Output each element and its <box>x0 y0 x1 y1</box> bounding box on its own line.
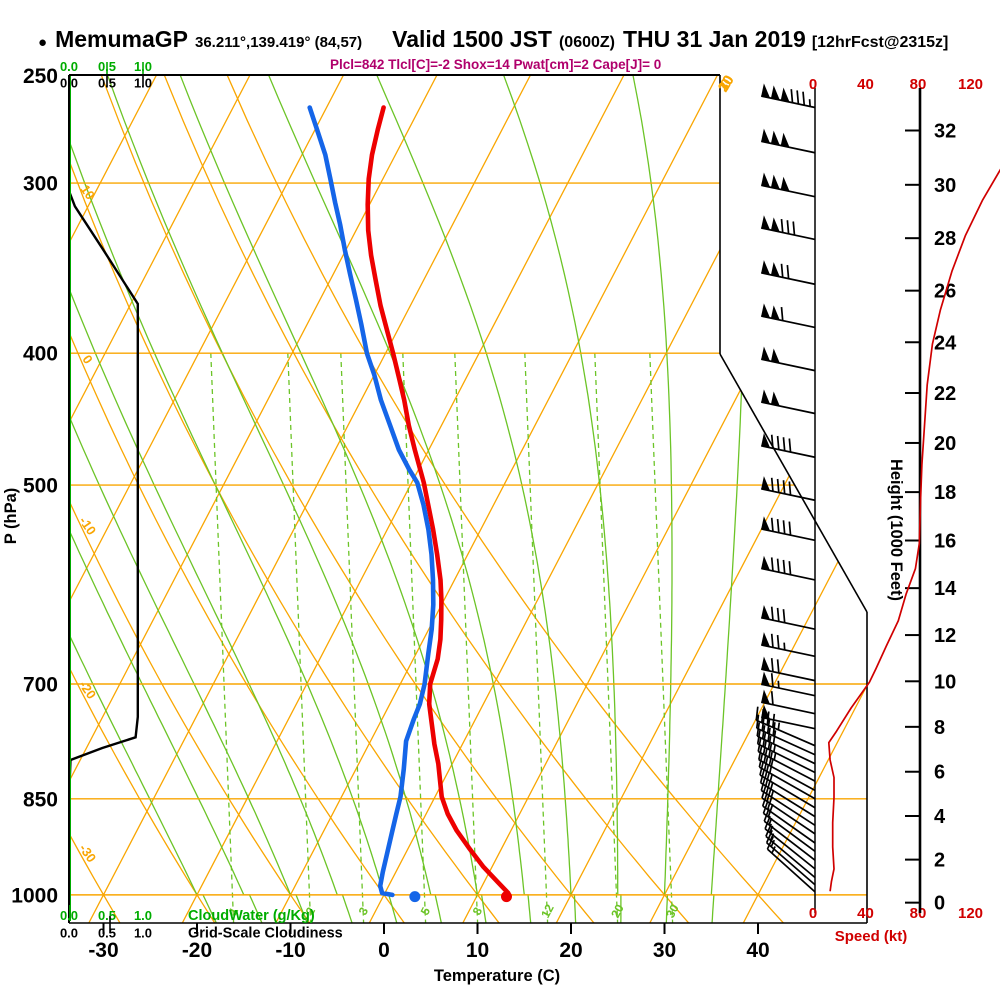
height-tick-label: 32 <box>934 121 956 143</box>
speed-tick-bottom: 120 <box>958 905 983 922</box>
speed-tick-top: 120 <box>958 76 983 93</box>
cloudiness-axis-label: Grid-Scale Cloudiness <box>188 926 343 942</box>
height-tick-label: 24 <box>934 332 957 354</box>
speed-tick-top: 40 <box>857 76 874 93</box>
mixing-ratio-label: 20 <box>608 902 627 921</box>
pressure-tick-label: 850 <box>23 788 58 811</box>
station-bullet-icon: ● <box>38 34 48 51</box>
cloudwater-scale-top: 0.0 <box>60 59 78 74</box>
height-tick-label: 20 <box>934 433 956 455</box>
pressure-tick-label: 700 <box>23 673 58 696</box>
temperature-tick-label: 20 <box>559 939 582 962</box>
height-tick-label: 12 <box>934 625 956 647</box>
cloudiness-scale-bottom: 1.0 <box>134 926 152 941</box>
height-tick-label: 6 <box>934 762 945 784</box>
dewpoint-curve <box>307 105 436 903</box>
speed-tick-bottom: 80 <box>910 905 927 922</box>
temperature-tick-label: 10 <box>466 939 489 962</box>
station-coordinates: 36.211°,139.419° (84,57) <box>195 34 363 51</box>
dry-adiabat-label: -30 <box>76 841 99 865</box>
mixing-ratio-label: 30 <box>663 902 682 921</box>
cloudiness-profile <box>69 190 140 921</box>
pressure-tick-label: 250 <box>23 65 58 88</box>
mixing-ratio-label: 12 <box>538 902 557 921</box>
plot-frame <box>68 74 868 924</box>
surface-temperature-dot <box>500 891 512 903</box>
isotherm-label: 20 <box>716 73 738 95</box>
dry-adiabat-label: -10 <box>76 514 99 538</box>
surface-dewpoint-dot <box>409 891 421 903</box>
pressure-axis-label: P (hPa) <box>2 488 20 545</box>
height-tick-label: 0 <box>934 893 945 915</box>
cloudwater-scale-bottom: 0.5 <box>98 908 116 923</box>
dry-adiabat-label: 10 <box>77 182 98 202</box>
temperature-axis-label: Temperature (C) <box>434 967 560 985</box>
valid-time-utc: (0600Z) <box>558 34 615 51</box>
speed-tick-bottom: 40 <box>857 905 874 922</box>
pressure-gridlines <box>69 182 867 896</box>
isotherm-label: 30 <box>716 73 738 95</box>
height-tick-label: 8 <box>934 717 945 739</box>
speed-tick-top: 0 <box>809 76 817 93</box>
speed-tick-bottom: 0 <box>809 905 817 922</box>
temperature-curve <box>365 105 512 903</box>
wind-barb-panel <box>755 83 816 913</box>
height-tick-label: 18 <box>934 482 956 504</box>
forecast-tag: [12hrFcst@2315z] <box>811 34 949 51</box>
pressure-tick-label: 500 <box>23 475 58 498</box>
valid-time: Valid 1500 JST <box>392 26 552 52</box>
cloudwater-scale-bottom: 0.0 <box>60 908 78 923</box>
temperature-tick-label: 30 <box>653 939 676 962</box>
cloud-scales: 0.00.00.00.00.50.50.50.51.01.01.01.0Clou… <box>60 59 343 942</box>
height-tick-label: 28 <box>934 228 956 250</box>
chart-title: ● MemumaGP 36.211°,139.419° (84,57) Vali… <box>38 26 948 53</box>
valid-date: THU 31 Jan 2019 <box>623 26 806 52</box>
wind-speed-curve <box>827 168 1000 892</box>
height-tick-label: 10 <box>934 671 956 693</box>
station-name: MemumaGP <box>55 26 188 52</box>
speed-axis-label: Speed (kt) <box>835 928 908 945</box>
temperature-tick-label: -30 <box>88 939 118 962</box>
height-tick-label: 2 <box>934 850 945 872</box>
height-tick-label: 30 <box>934 175 956 197</box>
temperature-tick-label: 0 <box>378 939 390 962</box>
sounding-indices: Plcl=842 Tlcl[C]=-2 Shox=14 Pwat[cm]=2 C… <box>330 57 662 72</box>
cloudiness-scale-bottom: 0.0 <box>60 926 78 941</box>
cloudwater-scale-bottom: 1.0 <box>134 908 152 923</box>
height-tick-label: 22 <box>934 383 956 405</box>
height-axis-label: Height (1000 Feet) <box>887 459 905 601</box>
pressure-tick-label: 400 <box>23 343 58 366</box>
height-tick-label: 16 <box>934 530 956 552</box>
dry-adiabat-label: 0 <box>79 352 95 367</box>
pressure-tick-label: 1000 <box>11 884 58 907</box>
background-isopleths <box>69 75 867 923</box>
height-tick-label: 4 <box>934 806 946 828</box>
cloudwater-axis-label: CloudWater (g/Kg) <box>188 908 315 924</box>
temperature-tick-label: -20 <box>182 939 212 962</box>
temperature-tick-label: 40 <box>746 939 769 962</box>
dry-adiabat-label: -20 <box>76 678 99 702</box>
pressure-tick-label: 300 <box>23 173 58 196</box>
isotherm-label: 10 <box>716 73 738 95</box>
height-tick-label: 14 <box>934 578 957 600</box>
cloudiness-scale-bottom: 0.5 <box>98 926 116 941</box>
cloudiness-scale-top: 0.0 <box>60 76 78 91</box>
speed-tick-top: 80 <box>910 76 927 93</box>
temperature-tick-label: -10 <box>275 939 305 962</box>
